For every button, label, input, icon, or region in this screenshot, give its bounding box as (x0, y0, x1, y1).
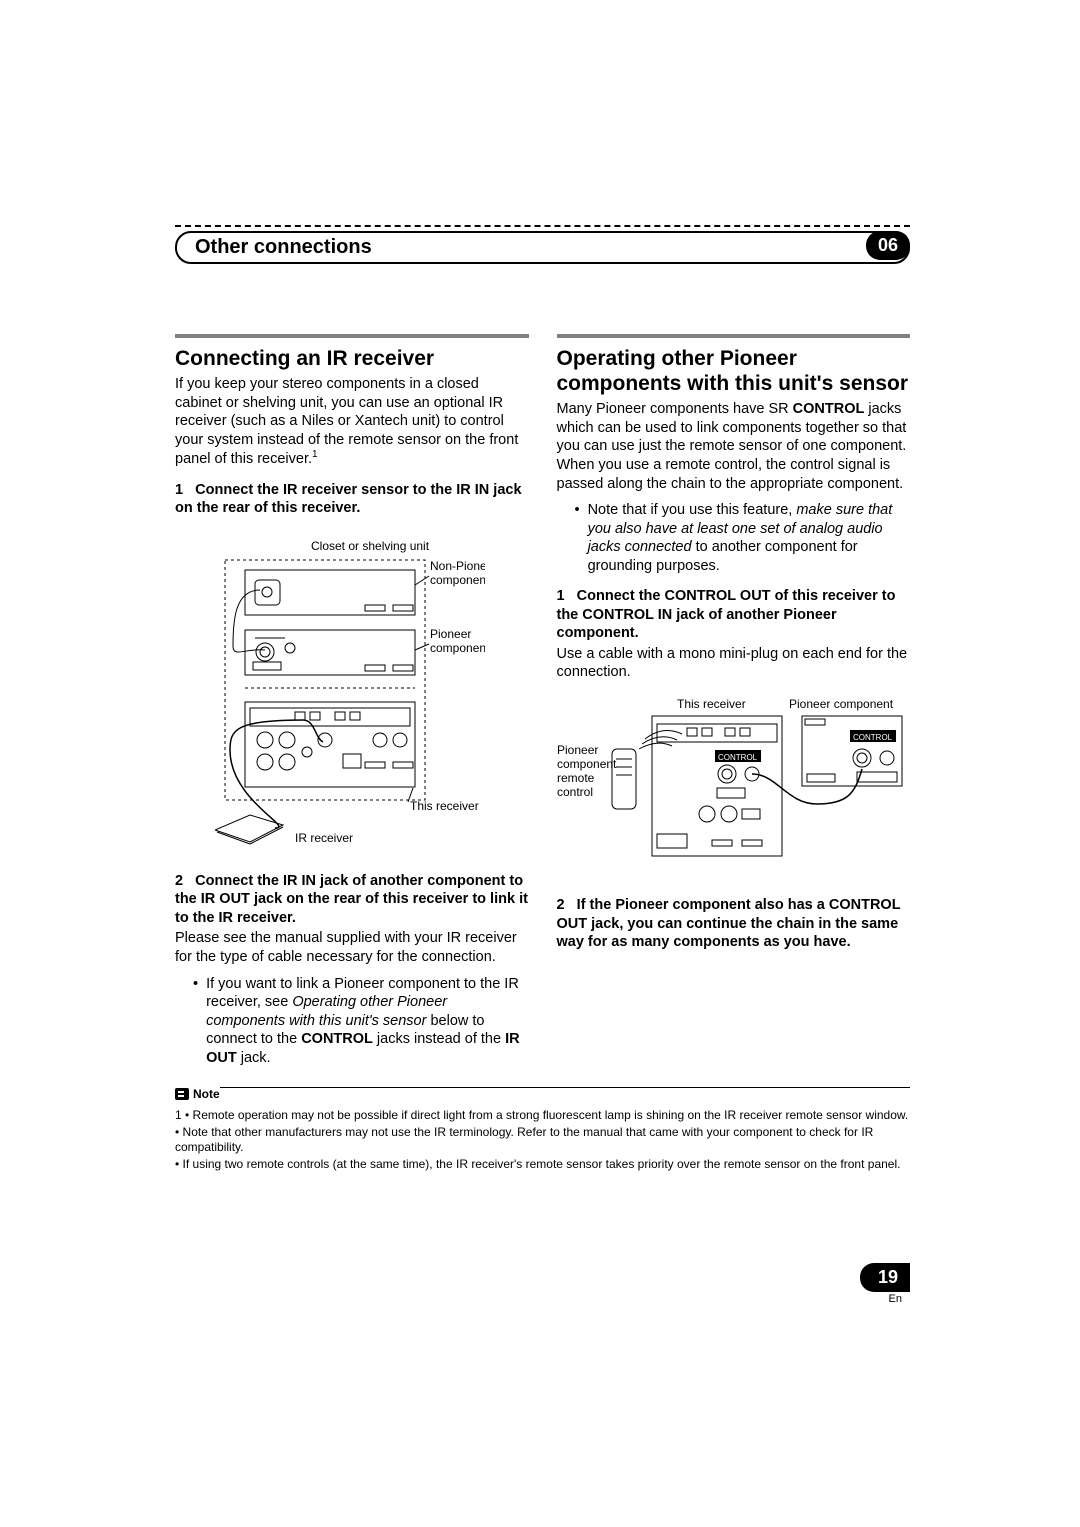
label-pioneercomp: Pioneer component (789, 697, 894, 711)
intro-superscript: 1 (312, 449, 318, 460)
label-pioneer-1: Pioneer (430, 627, 471, 641)
left-diagram: Closet or shelving unit Non-Pioneer comp… (215, 530, 529, 860)
right-step2: 2 If the Pioneer component also has a CO… (557, 896, 911, 952)
page-number-badge: 19 (860, 1263, 910, 1292)
right-step1-follow: Use a cable with a mono mini-plug on eac… (557, 645, 911, 682)
label-remote-1: Pioneer (557, 743, 598, 757)
diagram-svg: Closet or shelving unit Non-Pioneer comp… (215, 530, 485, 860)
bullet-text: Note that if you use this feature, make … (588, 501, 910, 575)
left-intro: If you keep your stereo components in a … (175, 375, 529, 469)
note-label: Note (193, 1087, 220, 1101)
right-diagram: This receiver Pioneer component CONTROL (557, 694, 911, 884)
svg-text:CONTROL: CONTROL (718, 753, 758, 762)
left-step1: 1 Connect the IR receiver sensor to the … (175, 481, 529, 518)
label-pioneer-2: component (430, 641, 485, 655)
right-bullet1: • Note that if you use this feature, mak… (575, 501, 911, 575)
dash-line (175, 225, 910, 227)
label-remote-4: control (557, 785, 593, 799)
left-column: Connecting an IR receiver If you keep yo… (175, 334, 529, 1067)
left-bullet: • If you want to link a Pioneer componen… (193, 975, 529, 1068)
left-step2: 2 Connect the IR IN jack of another comp… (175, 872, 529, 928)
step-text: If the Pioneer component also has a CONT… (557, 897, 901, 950)
step-text: Connect the CONTROL OUT of this receiver… (557, 588, 896, 641)
column-rule (557, 334, 911, 338)
right-heading: Operating other Pioneer components with … (557, 346, 911, 396)
label-remote-2: component (557, 757, 617, 771)
bullet-text: If you want to link a Pioneer component … (206, 975, 528, 1068)
step-text: Connect the IR IN jack of another compon… (175, 873, 528, 926)
column-rule (175, 334, 529, 338)
label-closet: Closet or shelving unit (311, 539, 430, 553)
label-remote-3: remote (557, 771, 595, 785)
page-content: Other connections 06 Connecting an IR re… (0, 0, 1080, 1172)
bullet-marker: • (193, 975, 198, 1068)
label-nonpioneer-1: Non-Pioneer (430, 559, 485, 573)
step-number: 1 (175, 482, 183, 498)
label-irreceiver: IR receiver (295, 831, 353, 845)
intro-text: If you keep your stereo components in a … (175, 376, 518, 467)
right-p1: Many Pioneer components have SR CONTROL … (557, 400, 911, 493)
note-section: Note 1 • Remote operation may not be pos… (175, 1087, 910, 1172)
label-thisreceiver: This receiver (677, 697, 746, 711)
svg-text:CONTROL: CONTROL (853, 733, 893, 742)
note-icon (175, 1088, 189, 1100)
left-step2-follow: Please see the manual supplied with your… (175, 929, 529, 966)
diagram-svg: This receiver Pioneer component CONTROL (557, 694, 907, 884)
note-body: 1 • Remote operation may not be possible… (175, 1108, 910, 1172)
left-heading: Connecting an IR receiver (175, 346, 529, 371)
step-number: 2 (175, 873, 183, 889)
step-number: 2 (557, 897, 565, 913)
section-title: Other connections (195, 236, 372, 259)
footnote-2: • Note that other manufacturers may not … (175, 1125, 910, 1155)
footnote-3: • If using two remote controls (at the s… (175, 1157, 910, 1172)
label-thisreceiver: This receiver (410, 799, 479, 813)
page-language: En (889, 1293, 902, 1305)
step-text: Connect the IR receiver sensor to the IR… (175, 482, 522, 517)
header: Other connections 06 (175, 225, 910, 264)
header-bar: Other connections 06 (175, 231, 910, 264)
note-header: Note (175, 1087, 220, 1101)
step-number: 1 (557, 588, 565, 604)
two-column-layout: Connecting an IR receiver If you keep yo… (175, 334, 910, 1067)
footnote-1: 1 • Remote operation may not be possible… (175, 1108, 910, 1123)
bullet-marker: • (575, 501, 580, 575)
section-number-badge: 06 (866, 231, 910, 260)
right-column: Operating other Pioneer components with … (557, 334, 911, 1067)
right-step1: 1 Connect the CONTROL OUT of this receiv… (557, 587, 911, 643)
label-nonpioneer-2: component (430, 573, 485, 587)
